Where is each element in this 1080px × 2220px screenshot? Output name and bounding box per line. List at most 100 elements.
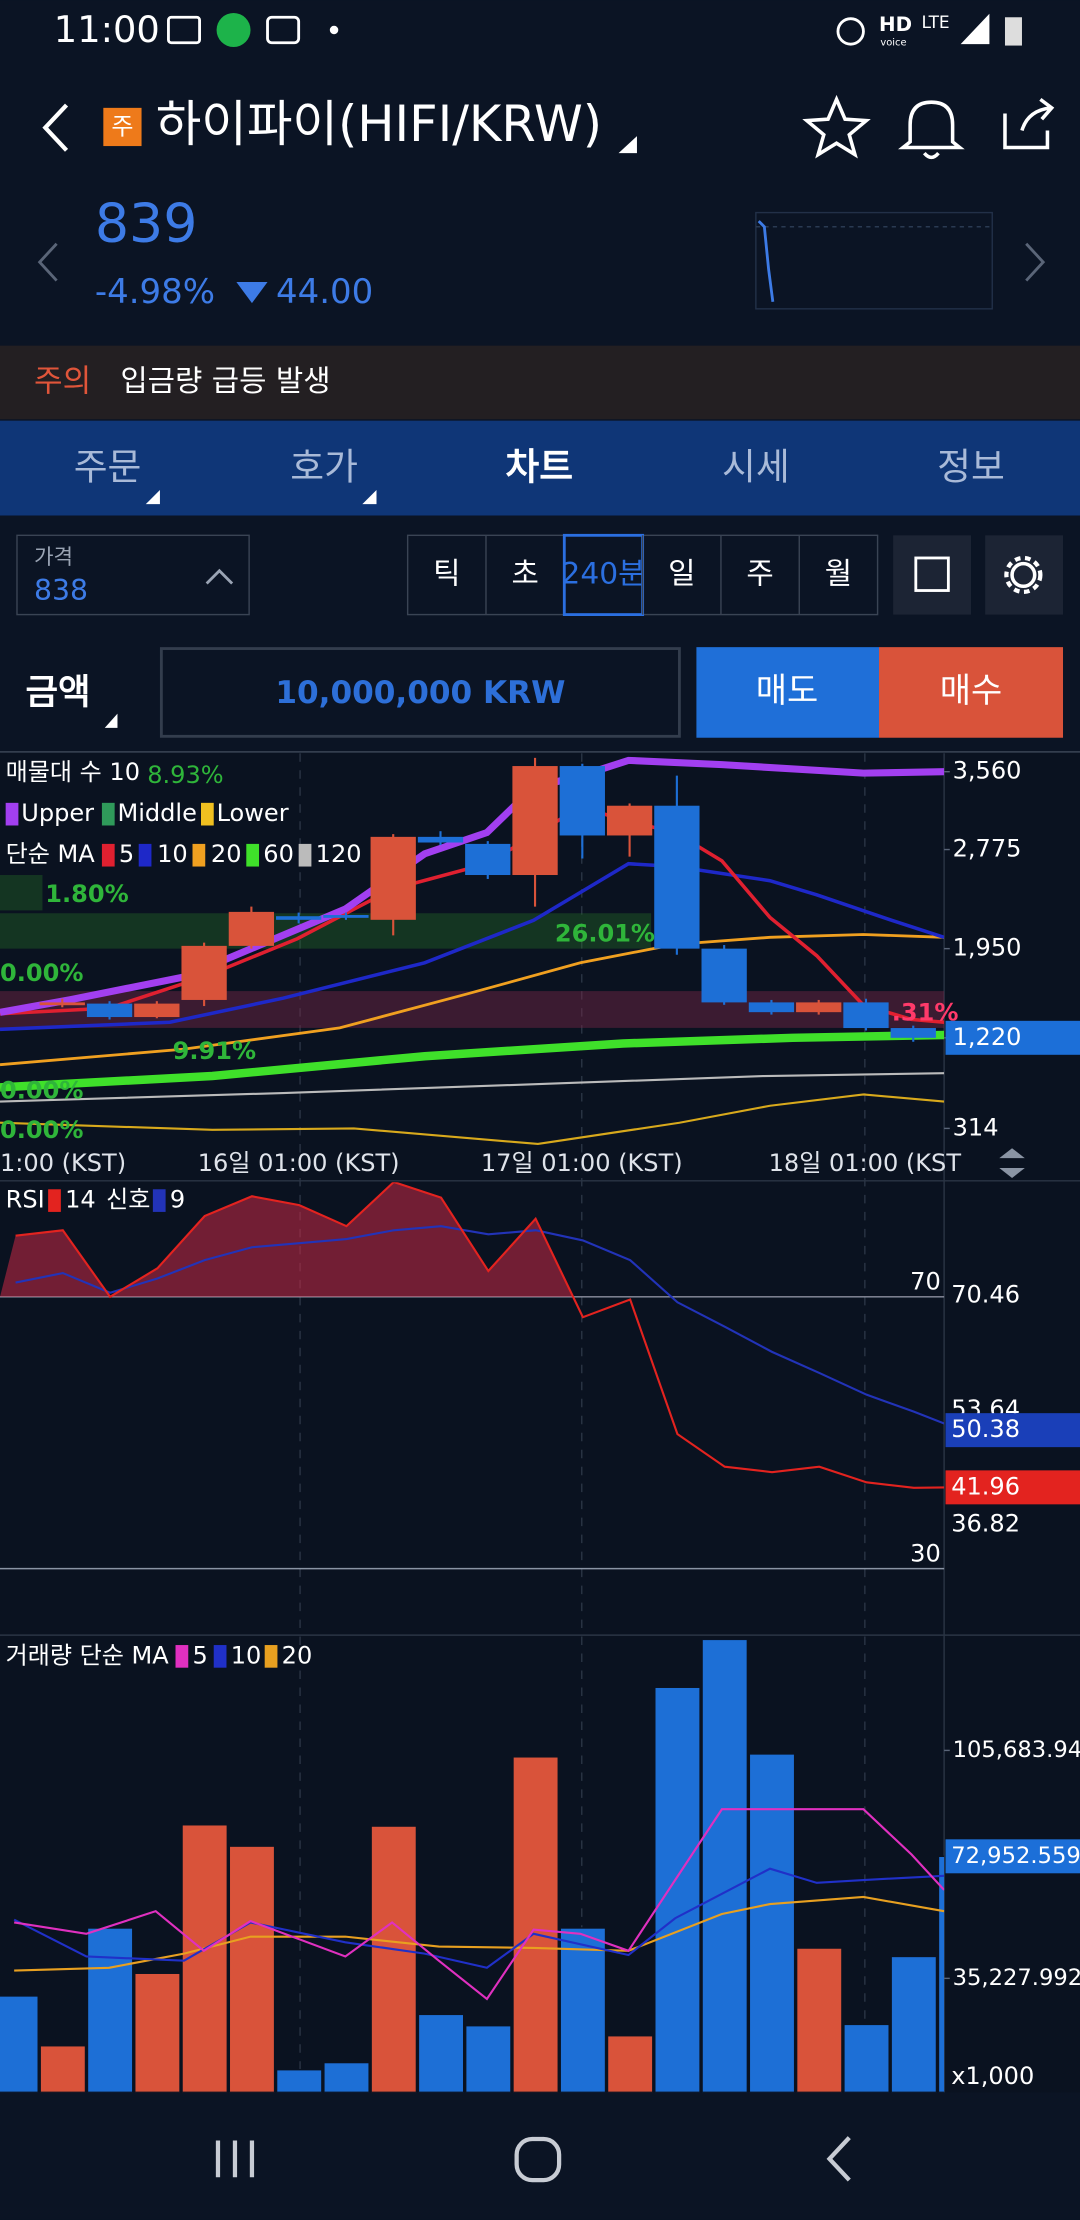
volume-legend-name: 거래량 단순 MA [6, 1641, 170, 1669]
volume-bar [890, 1955, 938, 2093]
candle-body [796, 1002, 842, 1013]
swatch [152, 1189, 166, 1212]
interval[interactable]: 틱 [433, 556, 460, 591]
favorite-button[interactable] [802, 94, 871, 159]
rsi-current-box [945, 1470, 1080, 1505]
rsi-signal-line [15, 1225, 945, 1425]
swatch [213, 1645, 227, 1668]
interval[interactable]: 초 [511, 556, 538, 591]
rsi-line [15, 1182, 945, 1489]
swatch [200, 802, 214, 826]
rsi-legend-period: 14 [65, 1186, 96, 1214]
settings-icon [1010, 561, 1037, 589]
candle-body [512, 766, 558, 876]
interval[interactable]: 240분 [561, 556, 645, 591]
candle-body [370, 836, 416, 920]
price-stepper[interactable] [205, 568, 234, 585]
interval[interactable]: 일 [668, 556, 695, 591]
candle-body [890, 1028, 936, 1038]
candle-body [559, 766, 605, 836]
rsi-legend-signal: 신호 [106, 1186, 150, 1214]
interval[interactable]: 주 [746, 556, 773, 591]
rsi-current-label: 41.96 [951, 1472, 1020, 1500]
settings-button[interactable] [985, 535, 1064, 615]
amount-input[interactable] [159, 647, 681, 738]
status-icons [167, 13, 1022, 47]
candle-body [606, 805, 653, 836]
legend-ma-period: 60 [263, 840, 294, 868]
x-tick-label: 18일 01:00 (KST [769, 1149, 962, 1177]
price-label: 가격 [34, 545, 73, 570]
candle-body [181, 945, 227, 1000]
legend-band: Upper [21, 799, 94, 827]
nav-back[interactable] [826, 2136, 851, 2182]
notice-message: 입금량 급등 발생 [120, 364, 330, 399]
buy-button[interactable] [879, 647, 1064, 738]
swatch [5, 802, 19, 826]
share-button[interactable] [1003, 97, 1055, 150]
volume-bar [606, 2035, 654, 2093]
x-tick-label: 16일 01:00 (KST) [198, 1149, 400, 1177]
candle-body [323, 915, 369, 918]
y-tick-label: 3,560 [953, 757, 1022, 785]
quote-change: 44.00 [276, 272, 373, 312]
alert-button[interactable] [898, 100, 965, 160]
legend-volume-profile: 매물대 수 10 [6, 758, 140, 786]
rsi-current-box [945, 1413, 1080, 1448]
rsi-legend-name: RSI [6, 1186, 45, 1214]
nav-recents[interactable] [215, 2140, 255, 2178]
amount-dropdown[interactable] [104, 713, 118, 728]
zone-label: 9.91% [173, 1037, 256, 1065]
interval[interactable]: 월 [825, 556, 852, 591]
x-tick-label: 1:00 (KST) [0, 1149, 126, 1177]
tab[interactable]: 시세 [722, 445, 790, 488]
legend-ma: 단순 MA [6, 840, 96, 868]
swatch [264, 1645, 278, 1668]
tab[interactable]: 주문 [74, 445, 142, 488]
candle-body [276, 916, 322, 920]
sell-button[interactable] [696, 647, 880, 738]
zone-label: 1.80% [45, 880, 128, 908]
candle-body [86, 1003, 133, 1018]
legend-profile-pct: 8.93% [147, 761, 223, 789]
nav-bar [215, 2136, 851, 2183]
settings-teeth [1004, 555, 1043, 595]
tab[interactable]: 정보 [937, 445, 1005, 488]
rsi-level-label: 70 [910, 1268, 941, 1296]
swatch [192, 843, 206, 867]
resize-handle[interactable] [999, 1148, 1025, 1178]
zone-label: 0.00% [0, 1077, 83, 1105]
mini-chart [755, 211, 993, 310]
prev-button[interactable] [37, 242, 58, 282]
status-hd: HD [879, 13, 912, 36]
rsi-value-label: 36.82 [951, 1510, 1020, 1538]
legend-ma-period: 20 [211, 840, 242, 868]
rsi-level-label: 30 [910, 1539, 941, 1567]
price-box[interactable] [16, 534, 250, 616]
next-button[interactable] [1025, 242, 1046, 282]
back-button[interactable] [42, 103, 69, 152]
candle-body [701, 948, 747, 1003]
volume-bar [39, 2045, 87, 2093]
volume-current-box [945, 1839, 1080, 1874]
volume-bar [701, 1639, 749, 2093]
x-tick-label: 17일 01:00 (KST) [481, 1149, 683, 1177]
nav-home[interactable] [514, 2136, 562, 2183]
title[interactable]: 하이파이(HIFI/KRW) [156, 95, 602, 153]
legend-ma-period: 120 [316, 840, 362, 868]
y-tick-label: 1,950 [953, 934, 1022, 962]
y-tick-label: 314 [953, 1113, 999, 1141]
volume-legend-period: 5 [193, 1641, 208, 1669]
tab-bar [0, 420, 1080, 516]
rsi-overbought-fill [0, 1182, 945, 1297]
swatch [175, 1645, 189, 1668]
legend-ma-period: 10 [157, 840, 188, 868]
tab[interactable]: 차트 [505, 445, 573, 488]
volume-bar [323, 2061, 370, 2093]
tab[interactable]: 호가 [290, 445, 358, 488]
zone-label: 0.00% [0, 1116, 83, 1144]
swatch [138, 843, 152, 867]
layout-button[interactable] [893, 535, 972, 615]
volume-legend-period: 20 [282, 1641, 313, 1669]
